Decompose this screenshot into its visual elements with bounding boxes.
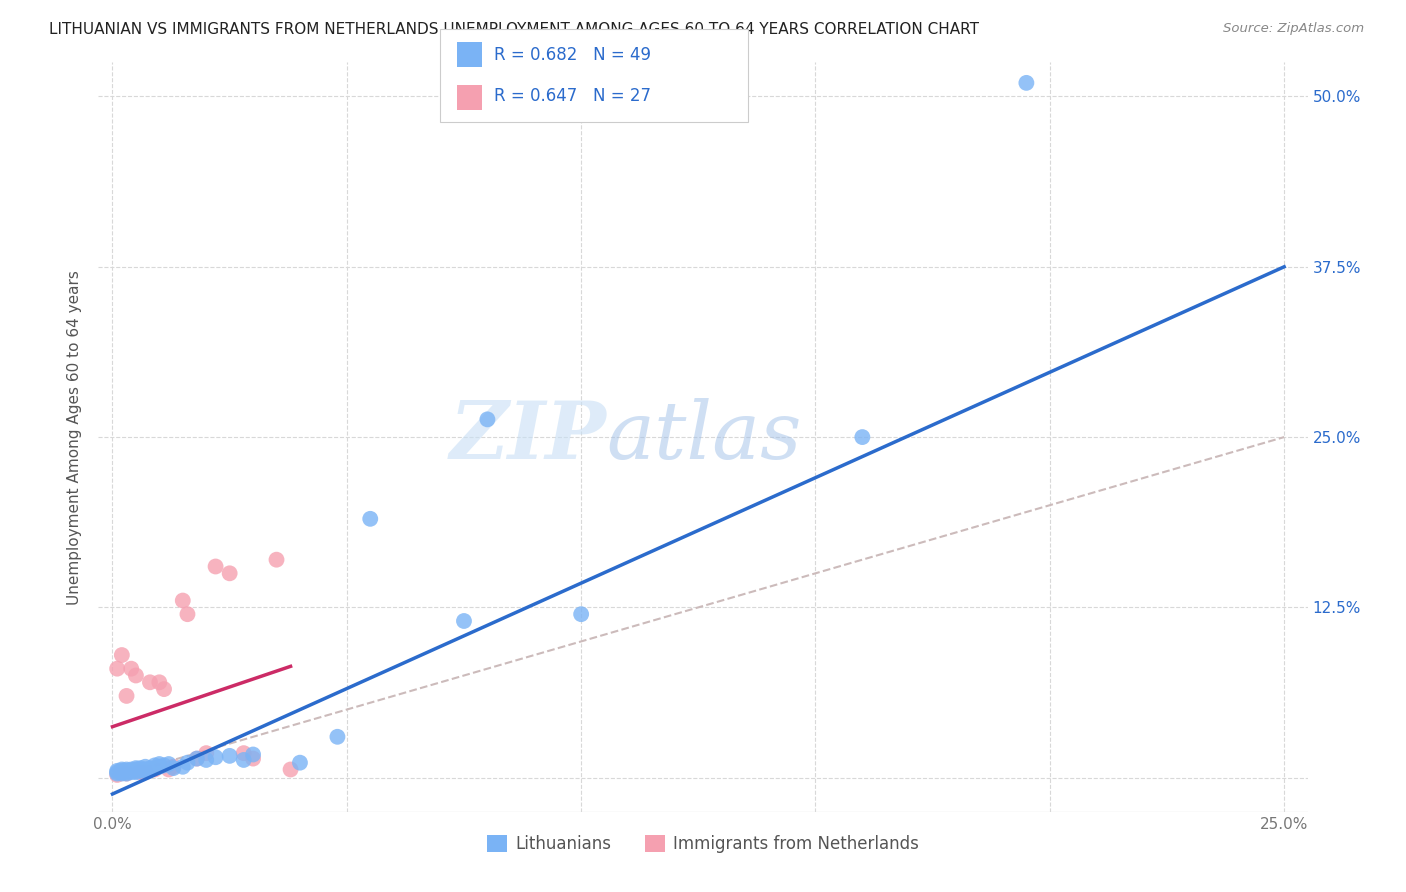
Point: [218, 748, 240, 763]
Point: [148, 760, 170, 774]
Point: [143, 763, 166, 777]
Point: [176, 756, 198, 770]
Point: [134, 763, 156, 777]
Point: [176, 607, 198, 622]
Point: [105, 662, 128, 676]
Point: [111, 764, 134, 778]
Point: [242, 747, 264, 762]
Point: [129, 763, 152, 777]
Point: [172, 760, 194, 774]
Point: [111, 765, 134, 780]
Point: [115, 689, 138, 703]
Point: [204, 750, 226, 764]
Text: Source: ZipAtlas.com: Source: ZipAtlas.com: [1223, 22, 1364, 36]
Point: [139, 675, 162, 690]
Point: [120, 763, 142, 777]
Point: [157, 763, 180, 777]
Point: [148, 675, 170, 690]
Point: [359, 512, 381, 526]
Point: [111, 766, 134, 780]
Point: [120, 765, 142, 780]
Point: [153, 682, 176, 697]
Point: [120, 662, 142, 676]
Point: [153, 758, 176, 772]
Point: [186, 751, 208, 765]
Point: [232, 753, 254, 767]
Y-axis label: Unemployment Among Ages 60 to 64 years: Unemployment Among Ages 60 to 64 years: [67, 269, 83, 605]
Point: [129, 764, 152, 778]
Point: [120, 764, 142, 778]
Point: [129, 765, 152, 780]
Point: [105, 764, 128, 778]
Point: [851, 430, 873, 444]
Point: [162, 761, 184, 775]
Point: [115, 766, 138, 780]
Text: ZIP: ZIP: [450, 399, 606, 475]
Point: [105, 766, 128, 780]
Point: [115, 766, 138, 780]
Text: LITHUANIAN VS IMMIGRANTS FROM NETHERLANDS UNEMPLOYMENT AMONG AGES 60 TO 64 YEARS: LITHUANIAN VS IMMIGRANTS FROM NETHERLAND…: [49, 22, 979, 37]
Point: [143, 761, 166, 775]
Point: [162, 760, 184, 774]
Point: [129, 761, 152, 775]
Point: [105, 768, 128, 782]
Text: atlas: atlas: [606, 399, 801, 475]
Point: [204, 559, 226, 574]
Point: [186, 751, 208, 765]
Point: [105, 765, 128, 780]
Point: [125, 764, 148, 778]
Point: [125, 761, 148, 775]
Point: [139, 763, 162, 777]
Point: [125, 765, 148, 780]
Point: [111, 648, 134, 662]
Text: R = 0.647   N = 27: R = 0.647 N = 27: [494, 87, 651, 105]
Point: [242, 751, 264, 765]
Point: [157, 757, 180, 772]
Point: [266, 552, 288, 566]
Point: [569, 607, 592, 622]
Text: R = 0.682   N = 49: R = 0.682 N = 49: [494, 45, 651, 64]
Point: [195, 753, 218, 767]
Legend: Lithuanians, Immigrants from Netherlands: Lithuanians, Immigrants from Netherlands: [481, 828, 925, 860]
Point: [280, 763, 302, 777]
Point: [288, 756, 311, 770]
Point: [111, 765, 134, 780]
Point: [134, 765, 156, 780]
Point: [477, 412, 499, 426]
Point: [139, 761, 162, 775]
Point: [115, 763, 138, 777]
Point: [125, 763, 148, 777]
Point: [143, 758, 166, 772]
Point: [218, 566, 240, 581]
Point: [115, 764, 138, 778]
Point: [232, 746, 254, 760]
Point: [134, 760, 156, 774]
Point: [134, 764, 156, 778]
Point: [111, 763, 134, 777]
Point: [125, 668, 148, 682]
Point: [148, 757, 170, 772]
Point: [172, 593, 194, 607]
Point: [1015, 76, 1038, 90]
Point: [125, 764, 148, 778]
Point: [453, 614, 475, 628]
Point: [195, 746, 218, 760]
Point: [115, 765, 138, 780]
Point: [326, 730, 349, 744]
